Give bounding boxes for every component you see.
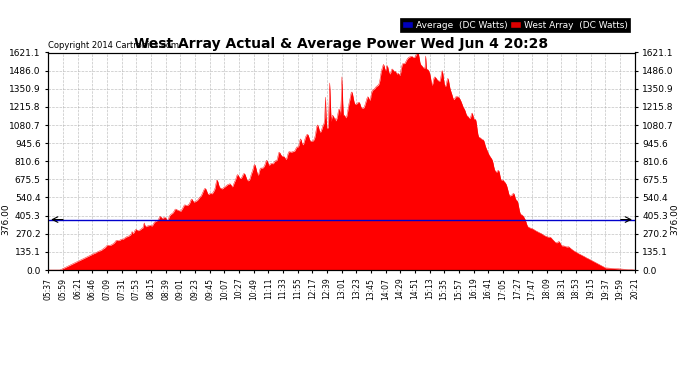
Text: 376.00: 376.00 [670, 204, 679, 236]
Legend: Average  (DC Watts), West Array  (DC Watts): Average (DC Watts), West Array (DC Watts… [400, 18, 630, 32]
Text: Copyright 2014 Cartronics.com: Copyright 2014 Cartronics.com [48, 41, 179, 50]
Title: West Array Actual & Average Power Wed Jun 4 20:28: West Array Actual & Average Power Wed Ju… [135, 38, 549, 51]
Text: 376.00: 376.00 [1, 204, 10, 236]
